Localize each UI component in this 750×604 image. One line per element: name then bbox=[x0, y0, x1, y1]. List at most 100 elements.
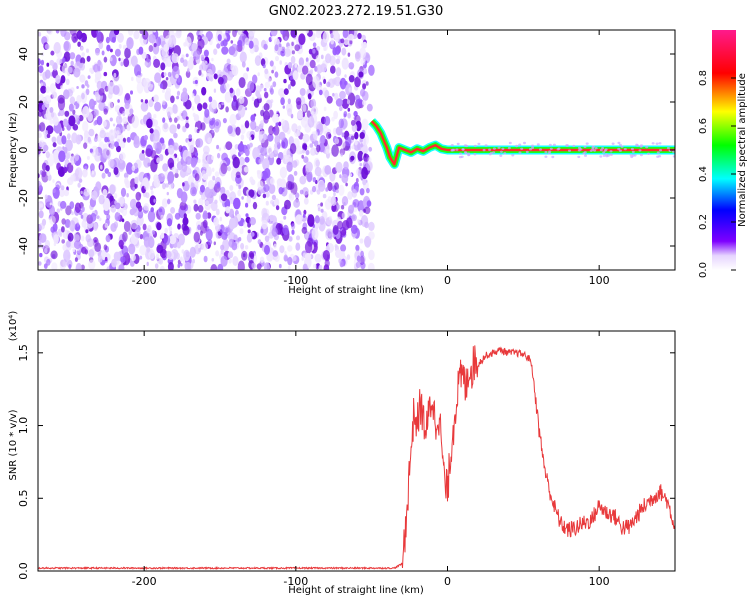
noise-blob bbox=[188, 134, 192, 140]
noise-blob bbox=[222, 118, 227, 124]
noise-blob bbox=[173, 142, 179, 151]
noise-blob bbox=[235, 171, 241, 179]
noise-blob bbox=[153, 178, 161, 188]
noise-blob bbox=[297, 65, 303, 73]
noise-blob bbox=[38, 58, 41, 66]
noise-blob bbox=[109, 117, 113, 122]
noise-blob bbox=[185, 251, 190, 258]
noise-blob bbox=[339, 106, 343, 112]
noise-blob bbox=[330, 65, 336, 74]
noise-blob bbox=[131, 76, 134, 82]
noise-blob bbox=[149, 128, 154, 134]
noise-blob bbox=[172, 106, 178, 114]
trace-speck bbox=[639, 145, 643, 148]
noise-blob bbox=[359, 132, 365, 139]
noise-blob bbox=[247, 30, 256, 37]
noise-blob bbox=[96, 80, 103, 90]
noise-blob bbox=[314, 166, 322, 177]
noise-blob bbox=[132, 186, 135, 192]
noise-blob bbox=[150, 190, 154, 195]
noise-blob bbox=[104, 168, 110, 174]
noise-blob bbox=[210, 201, 218, 212]
noise-blob bbox=[282, 105, 285, 109]
noise-blob bbox=[75, 115, 80, 121]
noise-blob bbox=[167, 198, 171, 205]
y-tick-label: 20 bbox=[17, 95, 30, 109]
noise-blob bbox=[179, 256, 183, 263]
noise-blob bbox=[194, 79, 198, 85]
noise-blob bbox=[355, 261, 361, 268]
noise-blob bbox=[106, 214, 111, 220]
noise-blob bbox=[165, 183, 169, 188]
noise-blob bbox=[326, 95, 333, 104]
snr-series bbox=[38, 345, 675, 571]
noise-blob bbox=[350, 155, 355, 161]
noise-blob bbox=[240, 134, 245, 141]
noise-blob bbox=[70, 60, 74, 67]
noise-blob bbox=[359, 210, 364, 217]
trace-speck bbox=[617, 147, 621, 151]
noise-blob bbox=[302, 187, 309, 196]
noise-blob bbox=[44, 239, 51, 249]
noise-blob bbox=[86, 156, 90, 160]
noise-blob bbox=[347, 107, 351, 112]
noise-blob bbox=[293, 255, 297, 262]
noise-blob bbox=[362, 41, 367, 49]
colorbar-tick-label: 0.2 bbox=[698, 214, 709, 230]
noise-blob bbox=[90, 69, 94, 74]
noise-blob bbox=[143, 134, 148, 141]
noise-blob bbox=[47, 30, 53, 35]
noise-blob bbox=[154, 72, 162, 83]
noise-blob bbox=[299, 189, 304, 195]
noise-blob bbox=[44, 43, 50, 50]
trace-speck bbox=[589, 149, 593, 152]
trace-speck bbox=[565, 144, 569, 147]
trace-speck bbox=[594, 147, 598, 150]
trace-speck bbox=[544, 151, 548, 154]
noise-blob bbox=[110, 223, 117, 232]
noise-blob bbox=[79, 74, 86, 83]
noise-blob bbox=[260, 109, 265, 117]
noise-blob bbox=[341, 212, 346, 219]
noise-blob bbox=[94, 239, 97, 243]
noise-blob bbox=[61, 135, 67, 145]
noise-blob bbox=[290, 79, 296, 87]
noise-blob bbox=[252, 147, 260, 160]
noise-blob bbox=[351, 214, 357, 222]
noise-blob bbox=[307, 173, 313, 182]
noise-blob bbox=[323, 106, 327, 112]
noise-blob bbox=[348, 87, 352, 93]
noise-blob bbox=[134, 229, 141, 238]
noise-blob bbox=[77, 182, 81, 188]
colorbar-tick-label: 0.8 bbox=[698, 70, 709, 86]
noise-blob bbox=[244, 120, 250, 129]
noise-blob bbox=[45, 151, 50, 159]
noise-blob bbox=[276, 157, 282, 165]
noise-blob bbox=[145, 148, 153, 157]
noise-blob bbox=[302, 104, 307, 112]
noise-blob bbox=[211, 155, 214, 160]
noise-blob bbox=[269, 177, 275, 185]
noise-blob bbox=[278, 131, 286, 141]
noise-blob bbox=[69, 201, 75, 210]
noise-blob bbox=[45, 86, 50, 94]
noise-blob bbox=[45, 130, 48, 135]
noise-blob bbox=[60, 200, 67, 209]
noise-blob bbox=[159, 83, 164, 89]
y-tick-label: 40 bbox=[17, 47, 30, 61]
noise-blob bbox=[42, 71, 48, 81]
noise-blob bbox=[169, 230, 173, 235]
noise-blob bbox=[80, 91, 88, 104]
noise-blob bbox=[113, 30, 120, 36]
trace-speck bbox=[599, 148, 603, 152]
trace-speck bbox=[656, 151, 660, 154]
noise-blob bbox=[77, 41, 81, 47]
x-tick-label: -200 bbox=[132, 575, 157, 588]
noise-blob bbox=[185, 53, 189, 58]
noise-blob bbox=[235, 88, 241, 97]
noise-blob bbox=[201, 86, 207, 96]
noise-blob bbox=[65, 205, 72, 216]
noise-blob bbox=[176, 95, 180, 100]
noise-blob bbox=[257, 180, 264, 190]
noise-blob bbox=[80, 46, 84, 51]
